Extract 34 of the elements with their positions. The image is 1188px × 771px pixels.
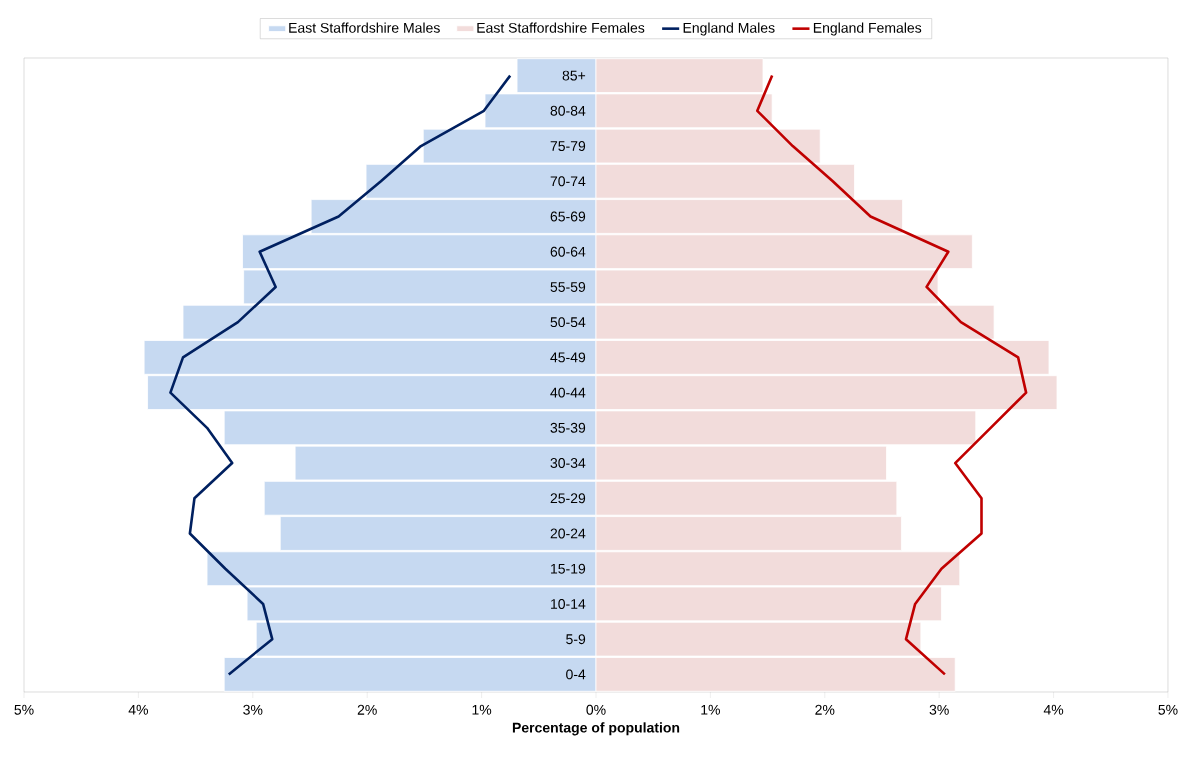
y-tick-label: 5-9 <box>566 634 586 645</box>
x-tick-label: 4% <box>1043 704 1064 715</box>
y-tick-label: 55-59 <box>550 281 586 292</box>
legend-label: England Females <box>813 22 922 36</box>
y-tick-label: 40-44 <box>550 387 586 398</box>
x-tick-label: 1% <box>701 704 720 715</box>
y-tick-label: 25-29 <box>550 493 586 504</box>
y-tick-label: 80-84 <box>550 105 586 116</box>
x-tick-label: 5% <box>1158 704 1178 715</box>
y-tick-label: 75-79 <box>550 141 586 152</box>
legend-label: England Males <box>683 22 775 36</box>
y-tick-label: 35-39 <box>550 422 586 433</box>
x-tick-label: 2% <box>815 704 835 715</box>
x-tick-label: 3% <box>929 704 949 715</box>
legend-label: East Staffordshire Males <box>289 22 440 33</box>
x-tick-label: 5% <box>14 704 34 715</box>
y-tick-label: 70-74 <box>550 176 586 187</box>
x-tick-label: 0% <box>586 704 606 715</box>
x-tick-label: 3% <box>243 704 263 715</box>
y-tick-label: 65-69 <box>550 211 586 222</box>
y-tick-label: 60-64 <box>550 246 586 257</box>
legend-label: East Staffordshire Females <box>477 22 645 33</box>
y-tick-label: 10-14 <box>551 598 586 609</box>
y-tick-label: 15-19 <box>551 563 586 574</box>
x-tick-label: 1% <box>472 704 492 715</box>
x-axis-title: Percentage of population <box>512 722 680 736</box>
y-tick-label: 30-34 <box>550 458 586 469</box>
y-tick-label: 45-49 <box>550 352 586 363</box>
y-tick-label: 50-54 <box>550 317 586 328</box>
x-tick-label: 2% <box>357 704 377 715</box>
x-tick-label: 4% <box>128 704 149 715</box>
y-tick-label: 20-24 <box>550 528 586 539</box>
y-tick-label: 0-4 <box>566 669 586 680</box>
y-tick-label: 85+ <box>562 70 586 81</box>
